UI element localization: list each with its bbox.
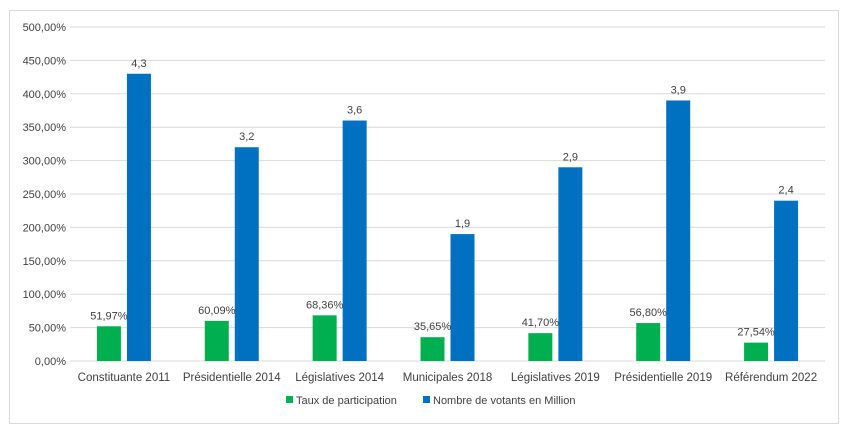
legend-label-voters: Nombre de votants en Million: [433, 395, 575, 407]
legend: Taux de participation Nombre de votants e…: [286, 395, 575, 407]
voters-bar: [774, 200, 799, 361]
voters-data-label: 3,9: [671, 84, 686, 96]
y-axis-tick-labels: 0,00% 50,00% 100,00% 150,00% 200,00% 250,00% 3…: [23, 22, 67, 368]
y-tick-label: 250,00%: [23, 189, 67, 201]
gridlines: [70, 26, 825, 362]
voters-bar: [666, 100, 691, 361]
voters-bar: [342, 120, 367, 362]
category-label: Référendum 2022: [725, 372, 817, 384]
voters-data-label: 3,2: [239, 131, 254, 143]
participation-data-label: 41,70%: [522, 317, 560, 329]
participation-bar: [312, 315, 337, 361]
voters-data-label: 3,6: [347, 105, 362, 117]
legend-swatch-participation: [286, 396, 293, 403]
voters-data-label: 4,3: [131, 58, 146, 70]
y-tick-label: 350,00%: [23, 122, 67, 134]
y-tick-label: 0,00%: [35, 356, 66, 368]
category-label: Présidentielle 2019: [614, 372, 712, 384]
data-labels: 51,97% 4,3 60,09% 3,2 68,36% 3,6 35,65% 1,9 41,7…: [90, 58, 793, 339]
category-label: Législatives 2019: [511, 372, 600, 384]
participation-data-label: 60,09%: [198, 305, 236, 317]
voters-bar: [450, 234, 475, 361]
voters-bar: [234, 147, 259, 361]
participation-bar: [420, 337, 445, 361]
chart-area: 0,00% 50,00% 100,00% 150,00% 200,00% 250,00% 3…: [9, 10, 839, 424]
participation-bar: [204, 320, 229, 361]
category-label: Municipales 2018: [403, 372, 493, 384]
participation-data-label: 35,65%: [414, 321, 452, 333]
voters-data-label: 2,4: [778, 185, 793, 197]
legend-swatch-voters: [423, 396, 430, 403]
y-tick-label: 500,00%: [23, 22, 67, 34]
x-axis-category-labels: Constituante 2011 Présidentielle 2014 Légi…: [78, 372, 817, 384]
voters-bar: [126, 73, 151, 361]
participation-data-label: 27,54%: [737, 327, 775, 339]
voters-data-label: 1,9: [455, 218, 470, 230]
y-tick-label: 200,00%: [23, 222, 67, 234]
participation-data-label: 56,80%: [630, 307, 668, 319]
y-tick-label: 100,00%: [23, 289, 67, 301]
category-label: Législatives 2014: [295, 372, 384, 384]
category-label: Présidentielle 2014: [183, 372, 281, 384]
participation-bar: [96, 326, 121, 361]
y-tick-label: 50,00%: [29, 323, 67, 335]
participation-bar: [528, 333, 553, 361]
category-label: Constituante 2011: [78, 372, 171, 384]
bar-chart: 0,00% 50,00% 100,00% 150,00% 200,00% 250,00% 3…: [23, 22, 825, 407]
voters-data-label: 2,9: [563, 151, 578, 163]
participation-data-label: 51,97%: [90, 310, 128, 322]
participation-data-label: 68,36%: [306, 299, 344, 311]
bars: [96, 73, 799, 362]
y-tick-label: 450,00%: [23, 55, 67, 67]
y-tick-label: 150,00%: [23, 256, 67, 268]
participation-bar: [744, 342, 769, 361]
y-tick-label: 400,00%: [23, 89, 67, 101]
legend-label-participation: Taux de participation: [296, 395, 397, 407]
voters-bar: [558, 167, 583, 361]
participation-bar: [636, 323, 661, 361]
y-tick-label: 300,00%: [23, 156, 67, 168]
